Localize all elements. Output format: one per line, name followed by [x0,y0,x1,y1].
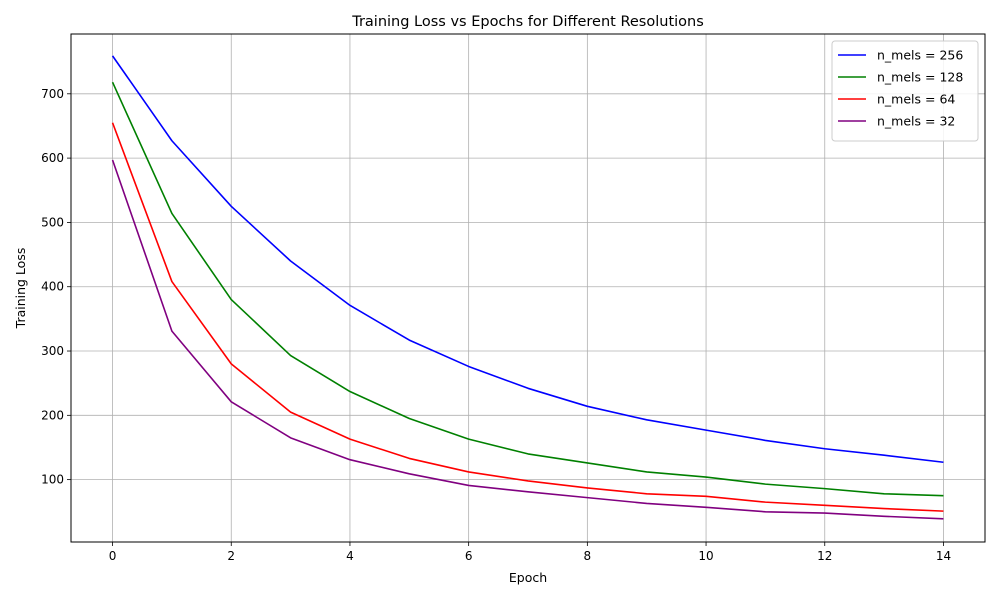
x-axis-ticks: 0 2 4 6 8 10 12 14 [109,542,951,563]
series-line-2 [111,122,944,512]
x-axis-label: Epoch [509,570,547,585]
x-tick-label: 0 [109,549,117,563]
y-tick-label: 100 [41,473,64,487]
y-tick-label: 400 [41,280,64,294]
y-axis-ticks: 100 200 300 400 500 600 700 [41,87,71,487]
y-axis-label: Training Loss [13,248,28,330]
legend-label-0: n_mels = 256 [877,48,963,63]
legend-label-1: n_mels = 128 [877,70,963,85]
y-tick-label: 200 [41,408,64,422]
series-line-1 [111,81,944,497]
legend-label-2: n_mels = 64 [877,92,955,107]
chart-title: Training Loss vs Epochs for Different Re… [351,14,704,30]
y-tick-label: 600 [41,151,64,165]
x-tick-label: 2 [227,549,235,563]
x-tick-label: 12 [817,549,832,563]
y-tick-label: 500 [41,215,64,229]
legend-box [831,40,979,142]
series-line-3 [111,159,944,520]
x-tick-label: 10 [698,549,713,563]
y-tick-label: 300 [41,344,64,358]
plot-frame [70,33,986,543]
series-lines [111,55,944,520]
x-tick-label: 14 [936,549,951,563]
y-tick-label: 700 [41,87,64,101]
legend: n_mels = 256 n_mels = 128 n_mels = 64 n_mel… [831,40,979,142]
series-line-0 [111,55,944,464]
x-tick-label: 6 [465,549,473,563]
legend-label-3: n_mels = 32 [877,114,955,129]
x-tick-label: 4 [346,549,354,563]
x-tick-label: 8 [584,549,592,563]
